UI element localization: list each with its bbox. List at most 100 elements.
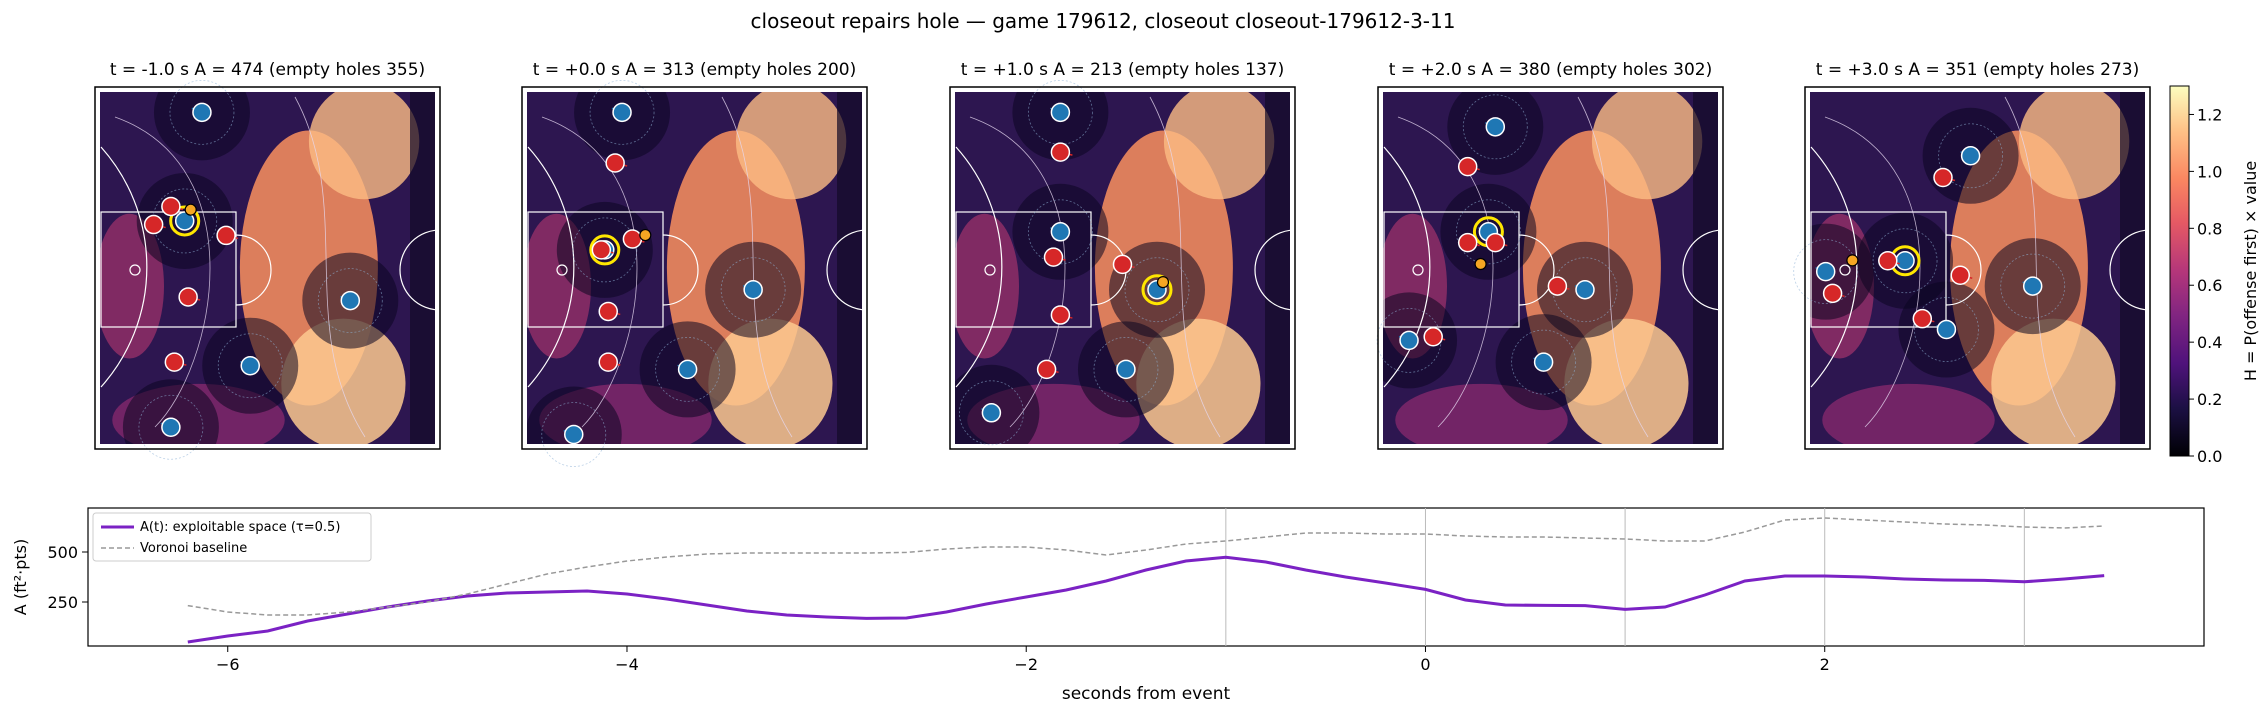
legend: A(t): exploitable space (τ=0.5) Voronoi … (92, 512, 372, 562)
defense-player-marker (1960, 146, 1981, 166)
colorbar-tick-label: 0.0 (2197, 447, 2222, 466)
defense-well (574, 92, 671, 161)
panel-title: t = +1.0 s A = 213 (empty holes 137) (961, 60, 1284, 80)
series-line-exploitable-space (187, 555, 2105, 644)
x-tick-label: 0 (1420, 655, 1430, 674)
offense-player-marker (1043, 247, 1064, 267)
defender-reach-circle (1511, 329, 1576, 395)
x-tick-label: 2 (1820, 655, 1830, 674)
series-lines (187, 517, 2105, 644)
heatmap-edge (410, 92, 435, 444)
offense-player-marker (1036, 359, 1057, 380)
defender-reach-circle (589, 79, 655, 145)
heat-blob (1564, 318, 1689, 444)
defender-reach-circle (317, 268, 383, 333)
legend-label-baseline: Voronoi baseline (140, 541, 247, 556)
defense-player-marker (743, 279, 763, 300)
defender-reach-circle (655, 336, 720, 402)
offense-player-marker (1457, 156, 1478, 177)
panel-frame (521, 86, 868, 450)
contour-line (1397, 116, 1494, 428)
heatmap-edge (1693, 92, 1718, 444)
y-axis-label: A (ft²·pts) (11, 539, 30, 615)
offense-player-marker (1050, 142, 1071, 162)
offense-player-marker (1950, 265, 1970, 285)
defense-player-marker (564, 424, 584, 445)
defense-player-marker (1399, 330, 1419, 351)
contour-line (541, 116, 638, 428)
colorbar-tick-label: 0.4 (2197, 333, 2222, 352)
x-tick-label: −2 (1014, 655, 1038, 674)
heat-blob (2018, 92, 2130, 200)
free-throw-arc (1518, 234, 1555, 306)
center-circle (2109, 229, 2145, 311)
timeseries-chart: −6 −4 −2 0 2 250 500 seconds from event A (ft… (11, 507, 2205, 704)
heat-blob (708, 318, 833, 444)
defense-player-marker (174, 211, 195, 231)
defense-player-marker (677, 359, 698, 380)
contour-line (1577, 96, 1649, 438)
defender-reach-circle (1093, 336, 1159, 402)
x-axis-label: seconds from event (1062, 684, 1231, 704)
offense-player-marker (1485, 232, 1506, 253)
offense-player-marker (1423, 327, 1443, 347)
defense-player-marker (2022, 276, 2043, 296)
offense-player-marker (1878, 251, 1898, 271)
defense-player-marker (1533, 352, 1554, 372)
ball-marker (639, 228, 652, 242)
defender-reach-circle (1938, 123, 2003, 189)
offense-player-marker (591, 240, 612, 260)
defense-well (527, 386, 622, 444)
hoop (1412, 264, 1424, 276)
contour-line (1824, 116, 1921, 428)
x-ticks: −6 −4 −2 0 2 (216, 646, 1830, 674)
three-point-arc (955, 146, 1003, 388)
defender-reach-circle (169, 79, 235, 145)
colorbar-tick-label: 0.2 (2197, 390, 2222, 409)
panel-title: t = -1.0 s A = 474 (empty holes 355) (110, 60, 425, 80)
defender-reach-circle (217, 333, 283, 399)
free-throw-arc (235, 234, 272, 306)
defense-player-marker (1895, 251, 1915, 271)
colorbar: 0.0 0.2 0.4 0.6 0.8 1.0 1.2 H = P(offense firs… (2169, 85, 2260, 466)
defender-reach-circle (572, 217, 638, 283)
heatmap (527, 92, 862, 444)
paint-box (955, 211, 1092, 328)
defense-player-marker (1936, 319, 1957, 340)
panel-frame (949, 86, 1296, 450)
offense-player-marker (216, 225, 236, 246)
y-tick-label: 500 (47, 543, 78, 562)
defense-player-marker (1575, 279, 1595, 300)
paint-box (527, 211, 664, 328)
offense-player-marker (1457, 232, 1478, 253)
defender-reach-circle (138, 394, 204, 460)
closeout-highlight-ring (589, 234, 621, 266)
offense-player-marker (1050, 305, 1071, 325)
heatmap (1810, 92, 2145, 444)
offense-player-marker (622, 229, 643, 249)
paint-box (1810, 211, 1947, 328)
contour-line (969, 116, 1066, 428)
center-circle (826, 229, 862, 311)
three-point-arc (100, 146, 148, 388)
three-point-arc (1810, 146, 1858, 388)
panel-frame (94, 86, 441, 450)
defense-player-marker (1050, 222, 1071, 242)
offense-player-marker (1547, 276, 1568, 296)
defender-reach-circle (1028, 199, 1093, 265)
hoop (984, 264, 996, 276)
offense-player-marker (598, 301, 618, 322)
colorbar-tick-label: 0.6 (2197, 276, 2222, 295)
contour-line (1149, 96, 1221, 438)
heat-blob (308, 92, 420, 200)
defender-reach-circle (1462, 94, 1528, 160)
heat-blob (281, 318, 406, 444)
defender-reach-circle (720, 257, 786, 323)
defender-reach-circle (1872, 228, 1938, 294)
offense-player-marker (1822, 283, 1843, 304)
offense-player-marker (143, 214, 164, 235)
panel-title: t = +3.0 s A = 351 (empty holes 273) (1816, 60, 2139, 80)
defense-well (1012, 92, 1109, 161)
hoop (556, 264, 568, 276)
